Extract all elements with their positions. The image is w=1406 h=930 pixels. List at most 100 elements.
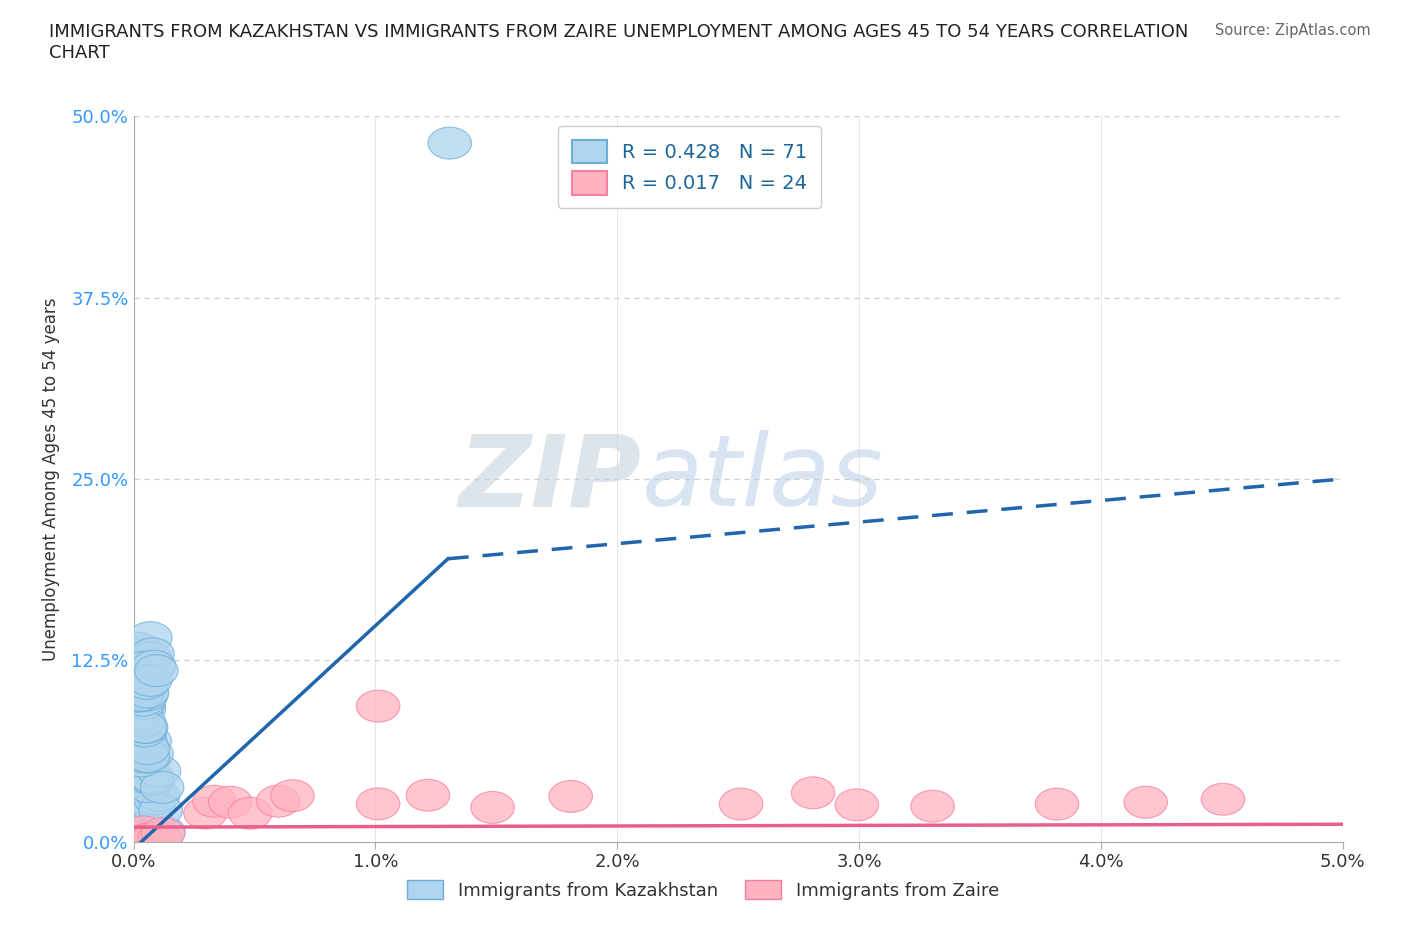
Ellipse shape [124, 711, 167, 743]
Ellipse shape [127, 740, 170, 773]
Text: ZIP: ZIP [458, 431, 641, 527]
Ellipse shape [125, 676, 169, 708]
Ellipse shape [121, 753, 165, 786]
Ellipse shape [124, 711, 167, 743]
Ellipse shape [120, 698, 162, 730]
Ellipse shape [1123, 786, 1167, 818]
Ellipse shape [792, 777, 835, 809]
Ellipse shape [548, 780, 592, 813]
Ellipse shape [132, 650, 176, 682]
Ellipse shape [139, 794, 183, 826]
Legend: Immigrants from Kazakhstan, Immigrants from Zaire: Immigrants from Kazakhstan, Immigrants f… [399, 873, 1007, 907]
Ellipse shape [118, 709, 162, 740]
Ellipse shape [131, 762, 174, 794]
Ellipse shape [120, 788, 162, 819]
Ellipse shape [124, 798, 167, 830]
Ellipse shape [256, 785, 299, 817]
Ellipse shape [118, 818, 162, 850]
Ellipse shape [122, 693, 166, 724]
Ellipse shape [127, 761, 170, 792]
Ellipse shape [128, 621, 172, 654]
Ellipse shape [129, 738, 173, 770]
Ellipse shape [124, 724, 167, 756]
Ellipse shape [127, 771, 170, 803]
Ellipse shape [117, 632, 160, 664]
Ellipse shape [184, 797, 228, 829]
Ellipse shape [132, 791, 176, 823]
Ellipse shape [125, 679, 169, 711]
Ellipse shape [122, 687, 166, 720]
Ellipse shape [118, 819, 162, 852]
Ellipse shape [138, 822, 181, 854]
Ellipse shape [121, 730, 165, 762]
Ellipse shape [122, 670, 166, 701]
Ellipse shape [1201, 783, 1244, 816]
Ellipse shape [118, 764, 162, 797]
Ellipse shape [125, 668, 169, 699]
Ellipse shape [356, 788, 399, 820]
Ellipse shape [136, 779, 180, 811]
Ellipse shape [141, 771, 184, 804]
Ellipse shape [131, 764, 174, 796]
Ellipse shape [122, 715, 166, 747]
Ellipse shape [138, 755, 181, 787]
Ellipse shape [121, 816, 165, 848]
Ellipse shape [124, 812, 167, 844]
Ellipse shape [125, 823, 169, 855]
Ellipse shape [118, 821, 162, 854]
Ellipse shape [120, 745, 163, 777]
Ellipse shape [471, 791, 515, 823]
Ellipse shape [131, 638, 174, 670]
Ellipse shape [131, 819, 174, 851]
Ellipse shape [127, 733, 170, 764]
Ellipse shape [121, 812, 165, 844]
Ellipse shape [121, 639, 165, 671]
Ellipse shape [193, 785, 236, 817]
Ellipse shape [228, 797, 271, 830]
Ellipse shape [208, 786, 252, 818]
Ellipse shape [835, 789, 879, 821]
Ellipse shape [128, 664, 172, 697]
Ellipse shape [127, 792, 170, 824]
Ellipse shape [120, 680, 163, 711]
Ellipse shape [122, 705, 166, 737]
Ellipse shape [120, 761, 163, 792]
Ellipse shape [911, 790, 955, 822]
Text: Source: ZipAtlas.com: Source: ZipAtlas.com [1215, 23, 1371, 38]
Ellipse shape [120, 695, 163, 727]
Ellipse shape [427, 127, 471, 159]
Ellipse shape [124, 741, 167, 773]
Ellipse shape [117, 701, 160, 734]
Ellipse shape [115, 737, 159, 769]
Text: IMMIGRANTS FROM KAZAKHSTAN VS IMMIGRANTS FROM ZAIRE UNEMPLOYMENT AMONG AGES 45 T: IMMIGRANTS FROM KAZAKHSTAN VS IMMIGRANTS… [49, 23, 1188, 62]
Ellipse shape [125, 729, 169, 761]
Ellipse shape [117, 680, 160, 712]
Ellipse shape [122, 786, 166, 818]
Ellipse shape [115, 792, 159, 825]
Ellipse shape [406, 779, 450, 811]
Ellipse shape [138, 826, 181, 858]
Ellipse shape [135, 655, 179, 686]
Ellipse shape [127, 783, 170, 816]
Ellipse shape [356, 690, 399, 722]
Ellipse shape [134, 783, 177, 815]
Ellipse shape [131, 816, 174, 847]
Ellipse shape [132, 822, 176, 854]
Ellipse shape [142, 816, 186, 847]
Ellipse shape [1035, 788, 1078, 820]
Ellipse shape [128, 642, 172, 673]
Ellipse shape [121, 684, 165, 716]
Legend: R = 0.428   N = 71, R = 0.017   N = 24: R = 0.428 N = 71, R = 0.017 N = 24 [558, 126, 821, 208]
Ellipse shape [122, 671, 166, 702]
Ellipse shape [122, 651, 166, 684]
Ellipse shape [120, 673, 163, 706]
Ellipse shape [121, 677, 165, 710]
Ellipse shape [720, 788, 763, 820]
Ellipse shape [129, 817, 173, 849]
Y-axis label: Unemployment Among Ages 45 to 54 years: Unemployment Among Ages 45 to 54 years [42, 298, 60, 660]
Ellipse shape [128, 725, 172, 757]
Ellipse shape [271, 779, 314, 812]
Ellipse shape [127, 743, 170, 776]
Text: atlas: atlas [641, 431, 883, 527]
Ellipse shape [141, 817, 184, 849]
